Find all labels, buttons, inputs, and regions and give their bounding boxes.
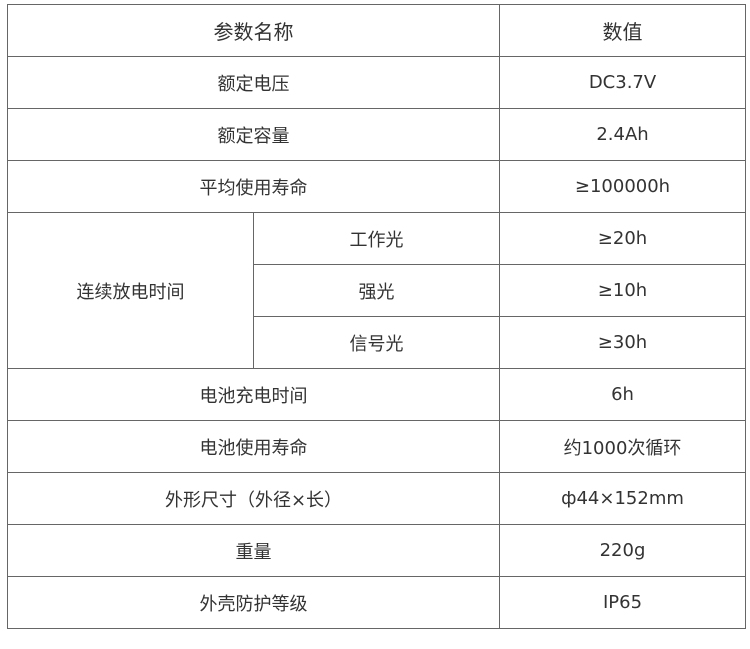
table-header: 参数名称 数值	[7, 4, 746, 57]
param-name: 平均使用寿命	[7, 160, 500, 213]
sub-param-name: 工作光	[253, 212, 500, 265]
param-name: 电池使用寿命	[7, 420, 500, 473]
table-row: 信号光 ≥30h	[8, 316, 746, 369]
header-param: 参数名称	[7, 4, 500, 57]
param-value: ≥10h	[499, 264, 746, 317]
param-name: 重量	[7, 524, 500, 577]
table-row: 额定容量 2.4Ah	[7, 108, 746, 161]
table-row: 连续放电时间 工作光 ≥20h	[7, 212, 746, 369]
table-row: 平均使用寿命 ≥100000h	[7, 160, 746, 213]
table-row: 重量 220g	[7, 524, 746, 577]
table-row: 外形尺寸（外径×长） ф44×152mm	[7, 472, 746, 525]
param-value: 2.4Ah	[499, 108, 746, 161]
param-value: 220g	[499, 524, 746, 577]
table-row: 电池使用寿命 约1000次循环	[7, 420, 746, 473]
param-name: 额定容量	[7, 108, 500, 161]
header-value: 数值	[499, 4, 746, 57]
param-name: 额定电压	[7, 56, 500, 109]
param-value: ф44×152mm	[499, 472, 746, 525]
param-name: 连续放电时间	[7, 212, 254, 369]
spec-table: 参数名称 数值 额定电压 DC3.7V 额定容量 2.4Ah 平均使用寿命 ≥1000…	[7, 4, 746, 629]
param-name: 外壳防护等级	[7, 576, 500, 629]
param-value: 6h	[499, 368, 746, 421]
param-name: 外形尺寸（外径×长）	[7, 472, 500, 525]
param-value: ≥100000h	[499, 160, 746, 213]
param-value: IP65	[499, 576, 746, 629]
table-row: 强光 ≥10h	[8, 264, 746, 317]
param-value: 约1000次循环	[499, 420, 746, 473]
table-row: 外壳防护等级 IP65	[7, 576, 746, 629]
sub-param-name: 信号光	[253, 316, 500, 369]
table-row: 电池充电时间 6h	[7, 368, 746, 421]
param-value: ≥20h	[499, 212, 746, 265]
param-value: ≥30h	[499, 316, 746, 369]
param-value: DC3.7V	[499, 56, 746, 109]
param-name: 电池充电时间	[7, 368, 500, 421]
sub-param-name: 强光	[253, 264, 500, 317]
table-row: 额定电压 DC3.7V	[7, 56, 746, 109]
